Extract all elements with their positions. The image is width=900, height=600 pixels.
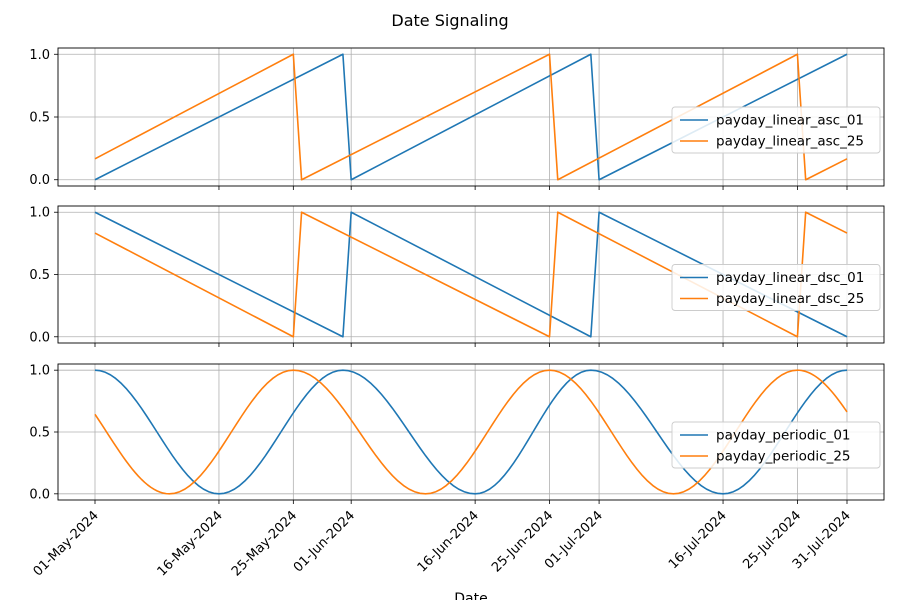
y-tick-label: 0.5	[29, 268, 50, 283]
series-line-payday_linear_asc_25	[94, 53, 848, 181]
figure-title: Date Signaling	[391, 11, 508, 30]
x-tick-labels: 01-May-2024 16-May-2024 25-May-202401-Jun-…	[31, 508, 854, 579]
axes-frame	[57, 363, 885, 501]
series-line-payday_linear_asc_01	[94, 53, 848, 181]
x-tick-label: 16-Jun-2024	[415, 508, 482, 575]
legend-entry: payday_linear_dsc_25	[716, 291, 864, 307]
axes-frame	[57, 205, 885, 344]
subplots: 0.00.51.0payday_linear_asc_01payday_line…	[29, 47, 885, 504]
series-line-payday_linear_dsc_01	[94, 211, 848, 338]
subplot-1: 0.00.51.0payday_linear_asc_01payday_line…	[29, 47, 885, 190]
x-tick-label: 01-May-2024	[31, 508, 102, 579]
legend-box	[671, 421, 881, 469]
series-line-payday_periodic_25	[94, 369, 848, 495]
y-tick-label: 0.0	[29, 173, 50, 188]
legend-entry: payday_linear_asc_01	[716, 113, 864, 129]
legend-box	[671, 106, 881, 154]
axes-frame	[57, 47, 885, 187]
x-tick-label: 16-May-2024	[155, 508, 226, 579]
x-axis-label: Date	[454, 591, 487, 600]
x-tick-label: 25-May-2024	[229, 508, 300, 579]
y-tick-label: 0.5	[29, 111, 50, 126]
legend-entry: payday_periodic_01	[716, 428, 851, 444]
legend: payday_linear_asc_01 payday_linear_asc_25	[671, 106, 881, 154]
y-tick-label: 1.0	[29, 48, 50, 63]
y-tick-label: 1.0	[29, 364, 50, 379]
y-tick-label: 0.5	[29, 426, 50, 441]
legend-box	[671, 264, 881, 311]
y-tick-label: 1.0	[29, 206, 50, 221]
legend: payday_periodic_01 payday_periodic_25	[671, 421, 881, 469]
x-tick-label: 16-Jul-2024	[666, 508, 730, 572]
subplot-2: 0.00.51.0payday_linear_dsc_01payday_line…	[29, 205, 885, 347]
legend-entry: payday_periodic_25	[716, 449, 851, 465]
y-tick-label: 0.0	[29, 487, 50, 502]
legend-entry: payday_linear_dsc_01	[716, 270, 864, 286]
legend: payday_linear_dsc_01 payday_linear_dsc_25	[671, 264, 881, 311]
y-tick-label: 0.0	[29, 330, 50, 345]
x-tick-label: 01-Jun-2024	[291, 508, 358, 575]
series-line-payday_linear_dsc_25	[94, 211, 848, 338]
subplot-3: 0.00.51.0payday_periodic_01payday_period…	[29, 363, 885, 504]
legend-entry: payday_linear_asc_25	[716, 134, 864, 150]
series-line-payday_periodic_01	[94, 369, 848, 495]
